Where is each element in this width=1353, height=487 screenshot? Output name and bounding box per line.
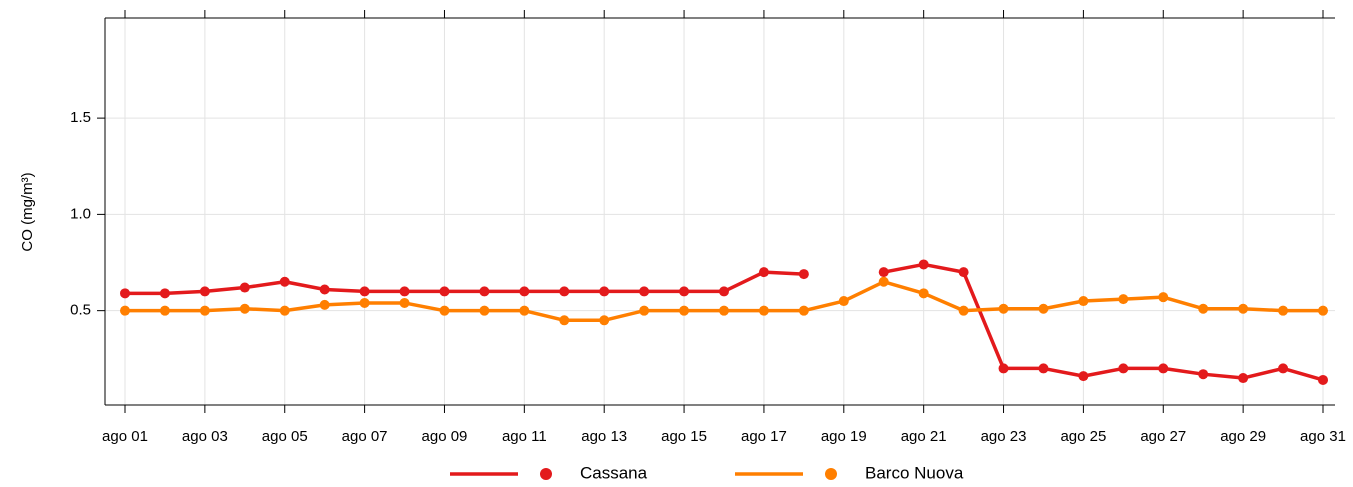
data-point [399, 286, 410, 297]
data-point [998, 303, 1009, 314]
data-point [1278, 363, 1289, 374]
data-point [1318, 305, 1328, 316]
y-tick-label: 1.0 [70, 205, 91, 222]
data-point [1038, 363, 1049, 374]
data-point [1278, 305, 1289, 316]
data-point [439, 286, 450, 297]
data-point [239, 282, 250, 293]
data-point [319, 284, 330, 295]
x-tick-label: ago 17 [741, 428, 787, 445]
data-point [958, 267, 969, 278]
data-point [1318, 374, 1328, 385]
x-tick-label: ago 19 [821, 428, 867, 445]
data-point [758, 267, 769, 278]
data-point [719, 286, 729, 297]
data-point [519, 305, 530, 316]
data-point [639, 286, 650, 297]
x-tick-label: ago 03 [182, 428, 228, 445]
y-tick-label: 0.5 [70, 302, 91, 319]
data-point [199, 305, 210, 316]
x-tick-label: ago 23 [981, 428, 1027, 445]
data-point [1238, 303, 1249, 314]
data-point [1078, 371, 1089, 382]
y-tick-label: 1.5 [70, 109, 91, 126]
data-point [918, 259, 929, 270]
data-point [998, 363, 1009, 374]
data-point [1038, 303, 1049, 314]
data-point [120, 305, 130, 316]
x-tick-label: ago 31 [1300, 428, 1346, 445]
data-point [958, 305, 969, 316]
data-point [199, 286, 210, 297]
data-point [758, 305, 769, 316]
x-tick-label: ago 25 [1060, 428, 1106, 445]
data-point [359, 286, 370, 297]
legend-label: Barco Nuova [865, 463, 964, 482]
data-point [120, 288, 130, 299]
data-point [1158, 363, 1169, 374]
series-line [125, 262, 1324, 382]
data-point [279, 305, 290, 316]
data-point [719, 305, 729, 316]
data-point [1078, 296, 1089, 307]
x-tick-label: ago 21 [901, 428, 947, 445]
data-point [679, 286, 690, 297]
data-point [239, 303, 250, 314]
data-point [559, 315, 570, 326]
x-tick-label: ago 09 [422, 428, 468, 445]
data-point [918, 288, 929, 299]
legend-marker [540, 468, 552, 480]
data-point [599, 315, 610, 326]
data-point [479, 305, 490, 316]
data-point [639, 305, 650, 316]
data-point [1198, 303, 1209, 314]
data-point [159, 288, 170, 299]
y-axis-label: CO (mg/m³) [19, 172, 36, 251]
data-point [159, 305, 170, 316]
data-point [359, 297, 370, 308]
data-point [319, 299, 330, 310]
data-point [838, 296, 849, 307]
data-point [1238, 373, 1249, 384]
data-point [798, 269, 809, 280]
x-tick-label: ago 01 [102, 428, 148, 445]
legend-marker [825, 468, 837, 480]
data-point [1198, 369, 1209, 380]
x-tick-label: ago 15 [661, 428, 707, 445]
data-point [1118, 363, 1129, 374]
data-point [798, 305, 809, 316]
data-point [479, 286, 490, 297]
data-point [519, 286, 530, 297]
data-point [1118, 294, 1129, 305]
data-point [679, 305, 690, 316]
data-point [878, 276, 889, 287]
data-point [439, 305, 450, 316]
data-point [279, 276, 290, 287]
data-point [878, 267, 889, 278]
legend-label: Cassana [580, 463, 648, 482]
x-tick-label: ago 11 [502, 428, 547, 445]
x-tick-label: ago 07 [342, 428, 388, 445]
data-point [1158, 292, 1169, 303]
x-tick-label: ago 27 [1140, 428, 1186, 445]
data-point [599, 286, 610, 297]
data-point [559, 286, 570, 297]
x-tick-label: ago 13 [581, 428, 627, 445]
x-tick-label: ago 05 [262, 428, 308, 445]
data-point [399, 297, 410, 308]
x-tick-label: ago 29 [1220, 428, 1266, 445]
